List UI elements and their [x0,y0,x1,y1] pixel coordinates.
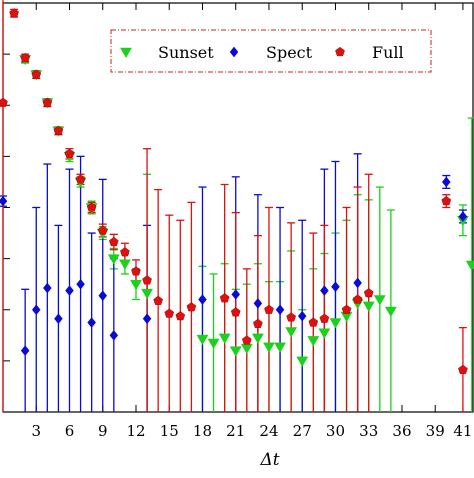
x-tick-label: 12 [126,422,145,440]
full-point [352,294,363,304]
full-point [131,266,141,276]
full-point [286,312,296,322]
spect-point [253,297,263,309]
spect-point [98,290,108,302]
spect-point [76,278,85,290]
full-point [9,8,19,18]
full-point [186,302,197,312]
x-tick-label: 36 [392,422,411,440]
full-point [53,125,64,135]
sunset-point [251,333,264,344]
x-tick-label: 6 [65,422,75,440]
spect-legend-label: Spect [266,43,313,62]
full-point [242,335,252,345]
sunset-point [130,279,142,291]
sunset-point [465,260,474,272]
x-tick-label: 33 [359,422,378,440]
full-point [219,293,230,303]
spect-legend-marker [229,46,239,58]
full-legend-marker [335,46,345,57]
spect-point [231,289,241,300]
full-point [120,247,130,257]
full-point [319,313,330,323]
x-tick-label: 24 [259,422,278,440]
sunset-point [118,259,131,270]
x-tick-label: 3 [31,422,41,440]
full-point [142,275,152,285]
full-point [458,364,468,374]
spect-point [320,285,329,296]
x-tick-label: 9 [98,422,108,440]
sunset-point [329,318,342,329]
spect-point [458,211,468,222]
full-point [230,307,241,317]
sunset-point [218,333,231,344]
spect-point [54,313,63,325]
full-point [441,196,452,206]
full-point [109,236,119,247]
sunset-point [274,342,286,353]
sunset-point [285,327,298,338]
legend-box [110,29,432,73]
full-legend-label: Full [372,43,404,62]
sunset-point [384,306,397,318]
x-tick-label: 15 [160,422,179,440]
spect-point [87,317,96,328]
x-tick-label: 27 [293,422,312,440]
x-tick-label: 30 [326,422,345,440]
x-tick-label: 21 [226,422,245,440]
spect-point [109,329,119,341]
x-axis-title: Δt [259,450,279,470]
spect-point [43,282,52,294]
spect-point [331,281,340,293]
legend: Sunset Spect Full [110,29,432,73]
full-point [31,69,42,79]
full-point [308,317,319,327]
x-tick-label: 39 [426,422,445,440]
sunset-legend-label: Sunset [158,43,214,62]
spect-point [275,304,285,316]
sunset-point [229,346,242,357]
full-point [20,52,30,63]
sunset-point [362,301,375,312]
full-point [153,295,163,305]
sunset-point [196,334,209,346]
spect-point [142,313,152,325]
full-point [164,308,175,318]
spect-point [20,345,30,357]
sunset-point [240,343,253,355]
sunset-legend-marker [120,47,132,58]
spect-point [297,310,307,322]
full-point [64,148,75,158]
sunset-point [263,342,275,353]
full-point [75,174,86,184]
full-point [363,288,374,298]
full-point [341,304,352,314]
x-tick-label: 41 [453,422,472,440]
spect-point [0,195,8,207]
full-point [0,97,8,107]
sunset-point [373,295,386,306]
full-point [264,304,274,314]
sunset-point [107,254,120,265]
sunset-point [296,356,309,367]
full-point [86,202,97,212]
full-point [175,311,186,321]
spect-point [31,304,41,316]
sunset-point [207,338,220,349]
full-point [253,318,263,328]
spect-point [65,285,74,296]
full-point [42,97,53,107]
x-tick-label: 18 [193,422,212,440]
spect-point [441,176,451,188]
sunset-point [141,288,154,300]
spect-point [353,277,362,289]
spect-point [198,294,207,305]
full-point [97,225,108,235]
sunset-point [307,336,320,347]
sunset-point [318,328,331,339]
